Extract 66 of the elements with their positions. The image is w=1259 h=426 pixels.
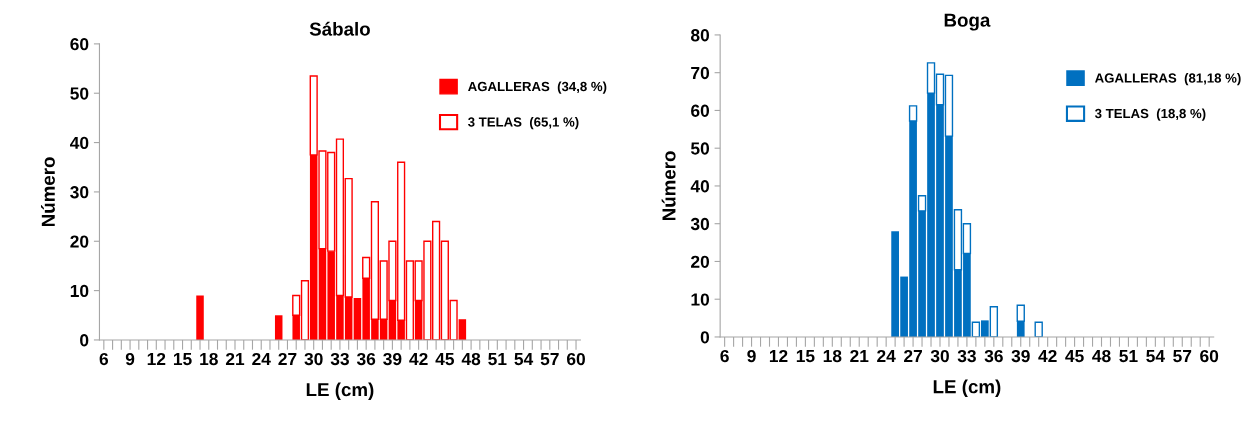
x-tick-label: 42 — [409, 352, 428, 366]
x-tick-label: 21 — [850, 349, 869, 363]
y-tick-label: 10 — [691, 293, 710, 306]
x-tick-label: 39 — [1011, 349, 1030, 363]
bar — [196, 295, 204, 340]
x-tick-label: 18 — [200, 352, 218, 366]
x-tick-label: 24 — [252, 352, 271, 366]
y-tick-label: 30 — [690, 217, 710, 231]
x-tick-label: 6 — [720, 349, 729, 363]
x-tick-label: 48 — [461, 352, 481, 366]
x-tick-label: 36 — [984, 349, 1003, 363]
x-tick-label: 39 — [383, 352, 402, 366]
y-tick-label: 60 — [691, 104, 710, 117]
y-tick-label: 40 — [70, 136, 89, 150]
x-axis-title: LE (cm) — [933, 379, 1001, 398]
x-tick-label: 57 — [540, 353, 559, 366]
x-tick-label: 9 — [747, 349, 756, 363]
y-axis-title: Número — [661, 151, 676, 221]
x-tick-label: 57 — [1173, 350, 1192, 363]
x-tick-label: 33 — [330, 352, 349, 366]
x-tick-label: 9 — [125, 352, 135, 366]
x-tick-label: 54 — [514, 353, 534, 366]
y-tick-label: 50 — [70, 87, 89, 100]
x-axis-title: LE (cm) — [306, 382, 374, 400]
x-tick-label: 30 — [304, 352, 323, 366]
x-tick-label: 15 — [173, 353, 192, 366]
x-tick-label: 51 — [488, 353, 507, 366]
y-tick-label: 80 — [690, 29, 710, 42]
x-tick-label: 33 — [957, 349, 976, 363]
x-tick-label: 24 — [877, 349, 896, 363]
x-tick-label: 27 — [904, 349, 922, 363]
legend-label: 3 TELAS (65,1 %) — [468, 116, 579, 130]
y-tick-label: 50 — [690, 142, 710, 155]
y-tick-label: 30 — [70, 186, 89, 199]
x-tick-label: 42 — [1038, 349, 1057, 363]
x-tick-label: 30 — [930, 349, 949, 363]
x-tick-label: 15 — [796, 350, 815, 363]
x-tick-label: 6 — [99, 352, 109, 366]
legend-label: AGALLERAS (34,8 %) — [468, 81, 607, 94]
y-tick-label: 70 — [691, 66, 710, 80]
x-tick-label: 54 — [1146, 350, 1165, 363]
y-tick-label: 10 — [70, 284, 89, 298]
x-tick-label: 60 — [567, 352, 585, 366]
legend-label: 3 TELAS (18,8 %) — [1094, 108, 1206, 121]
chart-title: Sábalo — [309, 21, 370, 36]
y-axis-title: Número — [40, 157, 55, 227]
x-tick-label: 27 — [278, 352, 297, 366]
y-tick-label: 20 — [70, 235, 89, 248]
y-tick-label: 0 — [700, 331, 710, 344]
y-tick-label: 20 — [691, 255, 710, 268]
x-tick-label: 60 — [1200, 349, 1219, 363]
bar — [274, 315, 283, 340]
x-tick-label: 36 — [356, 352, 376, 366]
x-tick-label: 18 — [823, 349, 842, 363]
legend-label: AGALLERAS (81,18 %) — [1094, 73, 1241, 86]
chart-title: Boga — [944, 13, 991, 31]
y-tick-label: 40 — [690, 180, 710, 193]
x-tick-label: 51 — [1119, 350, 1138, 363]
y-tick-label: 0 — [80, 334, 89, 347]
x-tick-label: 45 — [435, 353, 455, 366]
x-tick-label: 21 — [225, 352, 245, 366]
x-tick-label: 12 — [147, 352, 166, 366]
y-tick-label: 60 — [70, 38, 89, 51]
x-tick-label: 45 — [1065, 350, 1084, 363]
x-tick-label: 48 — [1092, 349, 1111, 363]
x-tick-label: 12 — [769, 349, 788, 363]
